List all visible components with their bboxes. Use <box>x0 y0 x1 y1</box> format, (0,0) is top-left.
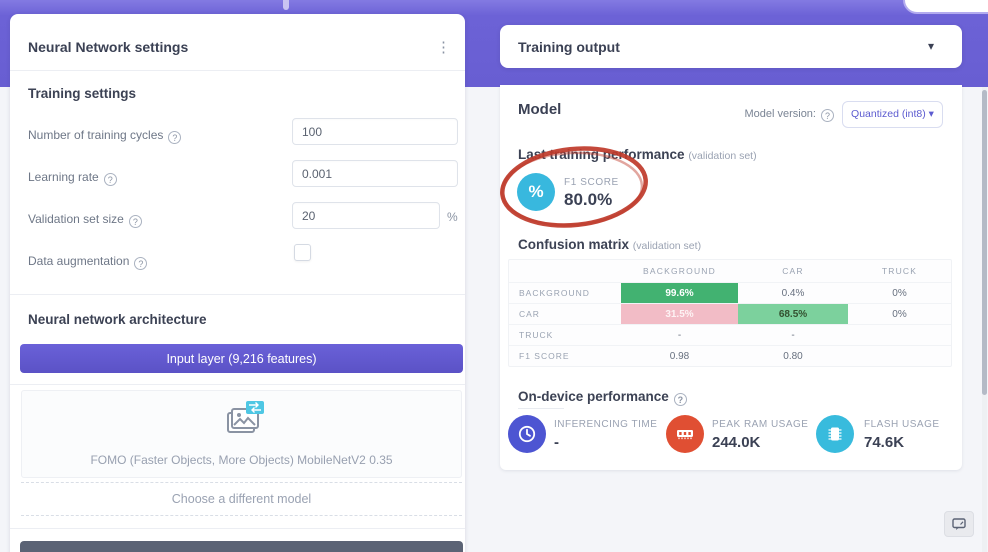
field-label-training-cycles: Number of training cycles? <box>28 126 182 144</box>
input-layer-button[interactable]: Input layer (9,216 features) <box>20 344 463 373</box>
cm-cell <box>848 325 951 345</box>
cm-row-label: CAR <box>519 309 540 319</box>
help-icon[interactable]: ? <box>821 109 834 122</box>
bottom-action-bar[interactable] <box>20 541 463 552</box>
model-version-dropdown[interactable]: Quantized (int8) ▾ <box>842 101 943 128</box>
divider <box>518 408 564 409</box>
help-icon[interactable]: ? <box>673 393 687 406</box>
percent-suffix: % <box>447 210 458 224</box>
learning-rate-input[interactable] <box>292 160 458 187</box>
training-cycles-input[interactable] <box>292 118 458 145</box>
model-version-label: Model version:? <box>744 108 834 122</box>
stat-value: 244.0K <box>712 434 761 451</box>
cm-cell: 0% <box>892 287 907 299</box>
divider <box>10 294 465 295</box>
divider <box>10 384 465 385</box>
f1-score-value: 80.0% <box>564 190 613 209</box>
table-row: TRUCK - - <box>509 324 951 345</box>
cm-cell: - <box>791 329 795 341</box>
ram-icon <box>666 415 704 453</box>
f1-score-label: F1 SCORE <box>564 177 619 188</box>
help-icon[interactable]: ? <box>103 173 117 186</box>
cm-cell: 99.6% <box>621 283 738 303</box>
top-tick-decoration <box>283 0 289 10</box>
selected-model-card[interactable]: FOMO (Faster Objects, More Objects) Mobi… <box>21 390 462 478</box>
stat-label: PEAK RAM USAGE <box>712 419 809 430</box>
panel-title: Neural Network settings <box>28 39 189 55</box>
stat-value: - <box>554 434 559 451</box>
cm-cell: 0.80 <box>783 350 803 362</box>
cm-row-label: F1 SCORE <box>519 351 570 361</box>
cm-row-label: TRUCK <box>519 330 554 340</box>
table-row: BACKGROUND 99.6% 0.4% 0% <box>509 282 951 303</box>
stat-label: INFERENCING TIME <box>554 419 658 430</box>
table-row: F1 SCORE 0.98 0.80 <box>509 345 951 366</box>
cm-row-label: BACKGROUND <box>519 288 590 298</box>
model-output-card: Model Model version:? Quantized (int8) ▾… <box>500 85 962 470</box>
divider <box>10 70 465 71</box>
percent-icon: % <box>517 173 555 211</box>
stat-label: FLASH USAGE <box>864 419 940 430</box>
on-device-title: On-device performance? <box>518 389 687 406</box>
training-output-card[interactable]: Training output ▾ <box>500 25 962 68</box>
confusion-matrix-title: Confusion matrix (validation set) <box>518 237 702 252</box>
cm-cell: 68.5% <box>738 304 848 324</box>
field-label-validation-set-size: Validation set size? <box>28 210 142 228</box>
cm-col-header: CAR <box>782 266 804 276</box>
confusion-matrix-table: BACKGROUND CAR TRUCK BACKGROUND 99.6% 0.… <box>508 259 952 367</box>
field-label-learning-rate: Learning rate? <box>28 168 117 186</box>
cm-cell: 31.5% <box>621 304 738 324</box>
validation-set-size-input[interactable] <box>292 202 440 229</box>
divider <box>10 528 465 529</box>
cm-cell: 0% <box>892 308 907 320</box>
training-settings-title: Training settings <box>28 86 137 101</box>
help-icon[interactable]: ? <box>134 257 148 270</box>
model-section-title: Model <box>518 101 562 118</box>
flash-icon <box>816 415 854 453</box>
chevron-down-icon: ▾ <box>927 39 934 53</box>
help-icon[interactable]: ? <box>168 131 182 144</box>
neural-network-settings-card: Neural Network settings ⋮ Training setti… <box>10 14 465 552</box>
field-label-data-augmentation: Data augmentation? <box>28 252 148 270</box>
training-output-title: Training output <box>518 39 620 55</box>
cm-cell <box>848 346 951 366</box>
speech-bubble-icon <box>952 517 966 530</box>
scrollbar-thumb[interactable] <box>982 90 987 395</box>
clock-icon <box>508 415 546 453</box>
choose-different-model-button[interactable]: Choose a different model <box>21 482 462 516</box>
stat-value: 74.6K <box>864 434 905 451</box>
kebab-menu-icon[interactable]: ⋮ <box>436 39 451 56</box>
cm-cell: - <box>677 329 682 341</box>
cm-col-header: BACKGROUND <box>643 266 716 276</box>
performance-title: Last training performance (validation se… <box>518 147 757 162</box>
help-icon[interactable]: ? <box>128 215 142 228</box>
cm-col-header: TRUCK <box>881 266 918 276</box>
cm-cell: 0.98 <box>669 350 690 362</box>
data-augmentation-checkbox[interactable] <box>294 244 311 261</box>
model-name: FOMO (Faster Objects, More Objects) Mobi… <box>90 453 393 467</box>
table-row: CAR 31.5% 68.5% 0% <box>509 303 951 324</box>
image-transfer-icon <box>226 401 264 433</box>
cm-corner-cell <box>509 260 621 282</box>
architecture-title: Neural network architecture <box>28 312 207 327</box>
cm-cell: 0.4% <box>781 287 805 299</box>
top-right-cutoff-button[interactable] <box>903 0 988 14</box>
feedback-button[interactable] <box>944 511 974 537</box>
